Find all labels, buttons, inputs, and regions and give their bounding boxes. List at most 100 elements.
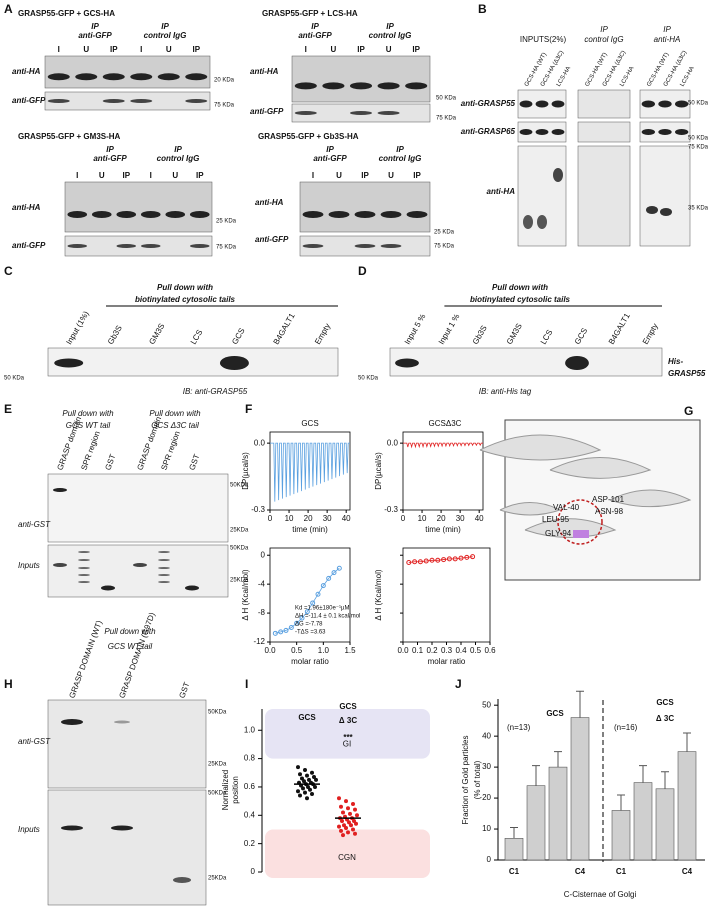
y-tick-label: 1.0 [244, 725, 256, 734]
lane-label: IP [196, 171, 204, 180]
row-label: anti-GFP [255, 235, 289, 244]
data-point [341, 810, 345, 815]
data-point [353, 807, 357, 812]
band [165, 211, 186, 218]
ligand [573, 530, 589, 538]
x-tick-label: 0 [401, 514, 406, 523]
lane-label: LCS-HA [680, 66, 696, 88]
x-tick-label: 40 [342, 514, 351, 523]
band [61, 825, 83, 831]
lane-label: I [305, 45, 307, 54]
plot-title: GCSΔ3C [429, 419, 462, 428]
plot-title: GCS [301, 419, 318, 428]
label: Pull down with [157, 283, 213, 292]
row-label: anti-GFP [12, 96, 46, 105]
label: IP [386, 22, 394, 31]
label: control IgG [369, 31, 412, 40]
residue-label: GLY-94 [545, 529, 572, 538]
lane-label: U [336, 171, 342, 180]
row-label: anti-GRASP65 [461, 127, 516, 136]
band [675, 100, 689, 108]
data-point [298, 772, 302, 777]
y-tick-label: -4 [258, 579, 266, 588]
label: Pull down with [62, 409, 114, 418]
band [67, 211, 88, 218]
marker: 75 KDa [436, 116, 457, 122]
x-tick-label: 20 [304, 514, 313, 523]
blot [389, 347, 663, 377]
data-point [339, 828, 343, 833]
band [102, 99, 125, 103]
label: anti-GFP [313, 154, 347, 163]
band [658, 100, 672, 108]
data-point [302, 779, 306, 784]
band [130, 73, 153, 81]
lane-label: I [312, 171, 314, 180]
marker: 75 KDa [434, 244, 455, 250]
x-tick-label: 40 [475, 514, 484, 523]
y-tick-label: 0 [487, 855, 492, 864]
row-label: Inputs [18, 825, 40, 834]
data-point [326, 575, 332, 581]
data-point [312, 775, 316, 780]
axis-title: Fraction of Gold particles [461, 736, 470, 825]
label: IP [396, 145, 404, 154]
lane-label: Gb3S [106, 324, 124, 346]
blot [47, 789, 207, 906]
lane-label: LCS-HA [556, 66, 572, 88]
residue-label: LEU-95 [542, 515, 570, 524]
row-label: anti-GST [18, 737, 51, 746]
x-tick-label: C1 [509, 867, 520, 876]
band [294, 82, 317, 90]
band [523, 215, 533, 229]
bar [677, 751, 697, 861]
band [519, 129, 533, 135]
lane-label: I [76, 171, 78, 180]
itc-trace [403, 442, 483, 449]
y-tick-label: 0.4 [244, 810, 256, 819]
marker: 50 KDa [358, 376, 379, 382]
data-point [342, 823, 346, 828]
data-point [304, 609, 310, 615]
lane-label: GST [187, 453, 201, 472]
y-tick-label: -8 [258, 608, 266, 617]
data-point [353, 831, 357, 836]
axis-title: molar ratio [291, 657, 329, 666]
y-tick-label: 50 [482, 700, 491, 709]
band [675, 129, 689, 135]
lane-label: U [386, 45, 392, 54]
band [189, 244, 210, 248]
lane-label: Empty [313, 322, 332, 346]
lane-label: Input (1%) [64, 309, 90, 346]
lane-label: U [172, 171, 178, 180]
lane-label: B4GALT1 [607, 311, 632, 346]
lane-label: IP [192, 45, 200, 54]
panel-label: G [684, 404, 693, 418]
x-tick-label: 0.0 [264, 646, 276, 655]
axis-title: molar ratio [428, 657, 466, 666]
marker: 25 KDa [434, 230, 455, 236]
lane-label: GRASP domain [135, 415, 163, 471]
lane-label: GRASP DOMAIN (G97D) [117, 611, 157, 699]
lane-label: LCS-HA [619, 66, 635, 88]
axis-title: Δ H (Kcal/mol) [374, 569, 383, 620]
marker: 50 KDa [436, 96, 457, 102]
label: IP [106, 145, 114, 154]
bar [611, 810, 631, 861]
lane-label: LCS [539, 328, 555, 346]
axis-title: Δ H (Kcal/mol) [241, 569, 250, 620]
ribbon [499, 502, 562, 516]
label: IB: anti-His tag [479, 387, 532, 396]
blot [47, 347, 339, 377]
label: anti-GFP [298, 31, 332, 40]
row-label: anti-HA [250, 67, 279, 76]
marker: 50KDa [230, 483, 249, 489]
marker: 50 KDa [688, 101, 709, 107]
band [140, 244, 161, 248]
band [537, 215, 547, 229]
lane-label: GRASP DOMAIN (WT) [67, 619, 104, 700]
axis-title: DP(µcal/s) [374, 452, 383, 490]
error-bar [510, 826, 518, 839]
marker: 50 KDa [4, 376, 25, 382]
y-tick-label: 0.6 [244, 782, 256, 791]
